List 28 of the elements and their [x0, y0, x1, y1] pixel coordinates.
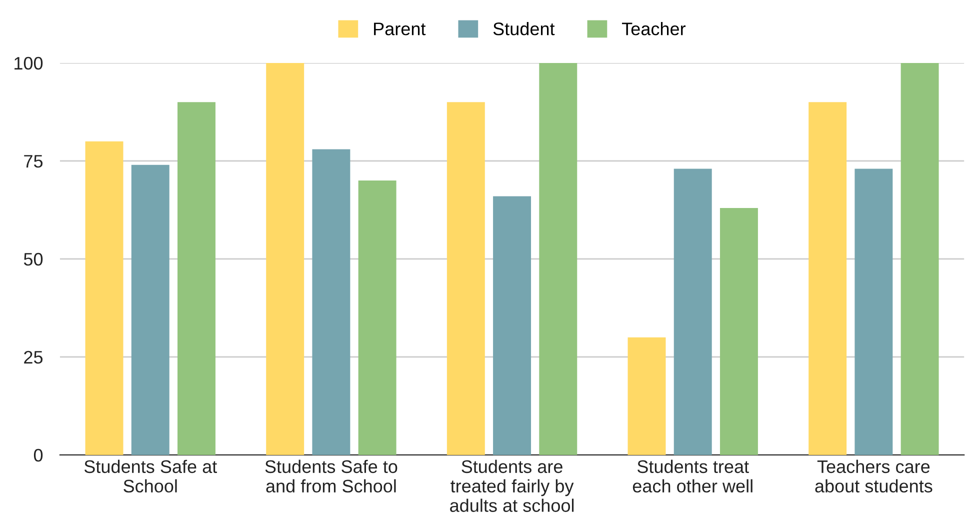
bar	[720, 208, 758, 455]
legend-label: Parent	[374, 22, 426, 36]
bar	[177, 102, 216, 455]
bar	[493, 196, 532, 455]
bar	[539, 62, 578, 455]
y-tick-label: 0	[34, 448, 43, 462]
bar	[900, 62, 939, 455]
bar	[674, 168, 712, 455]
x-tick-label: Students treat each other well	[632, 460, 752, 493]
y-tick-label: 100	[14, 56, 43, 70]
bar	[854, 168, 893, 455]
bar	[808, 102, 847, 455]
bar	[312, 149, 350, 455]
bar	[85, 141, 124, 455]
x-tick-label: Students Safe to and from School	[265, 460, 398, 493]
legend-label: Teacher	[622, 22, 686, 36]
bar	[266, 62, 304, 455]
y-tick-label: 75	[24, 155, 43, 168]
x-tick-label: Students Safe at School	[84, 460, 217, 493]
bar	[628, 337, 666, 455]
y-tick-label: 25	[24, 350, 43, 364]
legend-label: Student	[493, 22, 555, 36]
x-tick-label: Students are treated fairly by adults at school	[450, 460, 574, 512]
x-tick-label: Teachers care about students	[815, 460, 932, 493]
y-tick-label: 50	[24, 252, 43, 266]
bar	[446, 102, 485, 455]
bar	[131, 164, 170, 455]
bar	[358, 180, 396, 455]
